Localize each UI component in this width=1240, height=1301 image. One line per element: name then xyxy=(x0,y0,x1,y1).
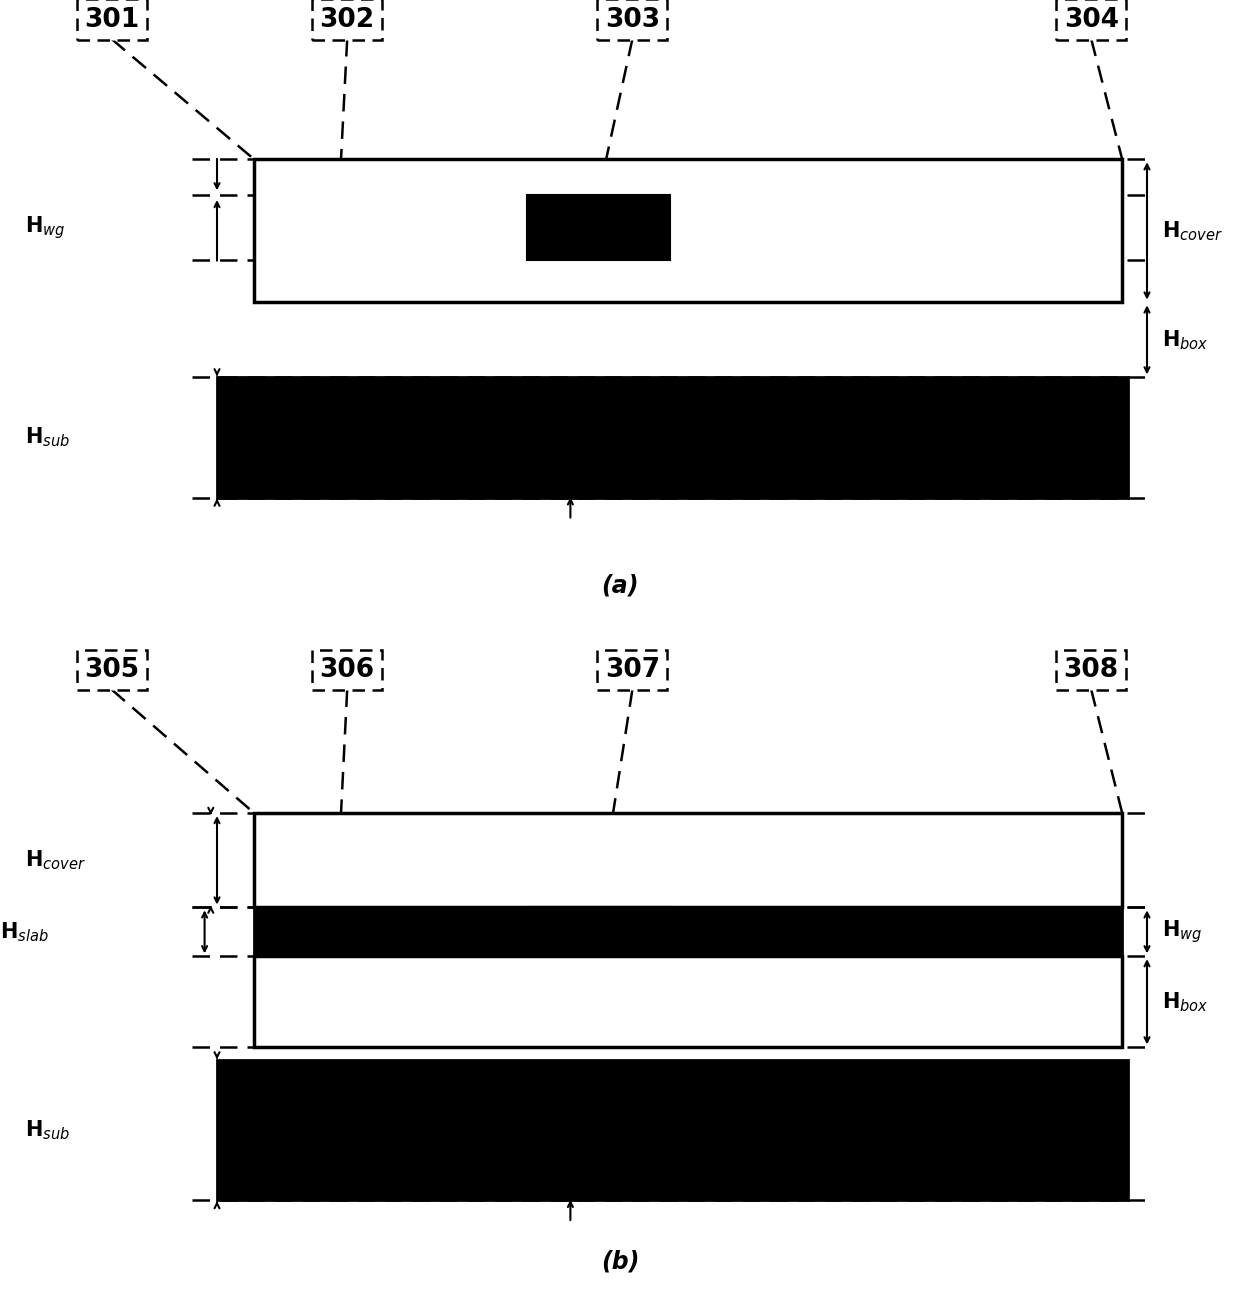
Text: H$_{wg}$: H$_{wg}$ xyxy=(25,215,66,241)
Text: H$_{slab}$: H$_{slab}$ xyxy=(0,920,48,943)
Bar xyxy=(527,195,670,260)
Bar xyxy=(217,1060,1128,1200)
Text: (a): (a) xyxy=(601,574,639,597)
Bar xyxy=(254,813,1122,908)
Text: 306: 306 xyxy=(320,657,374,683)
Text: H$_{sub}$: H$_{sub}$ xyxy=(25,1119,69,1142)
Bar xyxy=(217,377,1128,498)
Text: H$_{cover}$: H$_{cover}$ xyxy=(1162,219,1223,243)
Text: 304: 304 xyxy=(1064,7,1118,33)
Text: H$_{box}$: H$_{box}$ xyxy=(1162,328,1209,351)
Text: 305: 305 xyxy=(84,657,139,683)
Text: 307: 307 xyxy=(605,657,660,683)
Bar xyxy=(527,908,670,956)
Text: H$_{wg}$: H$_{wg}$ xyxy=(1162,919,1203,946)
Text: 301: 301 xyxy=(84,7,139,33)
Bar xyxy=(254,956,1122,1047)
Text: (b): (b) xyxy=(601,1250,639,1274)
Text: 303: 303 xyxy=(605,7,660,33)
Bar xyxy=(254,908,1122,956)
Text: H$_{box}$: H$_{box}$ xyxy=(1162,990,1209,1013)
Text: 308: 308 xyxy=(1064,657,1118,683)
Text: H$_{cover}$: H$_{cover}$ xyxy=(25,848,86,872)
Bar xyxy=(254,159,1122,302)
Text: H$_{sub}$: H$_{sub}$ xyxy=(25,425,69,449)
Text: 302: 302 xyxy=(320,7,374,33)
